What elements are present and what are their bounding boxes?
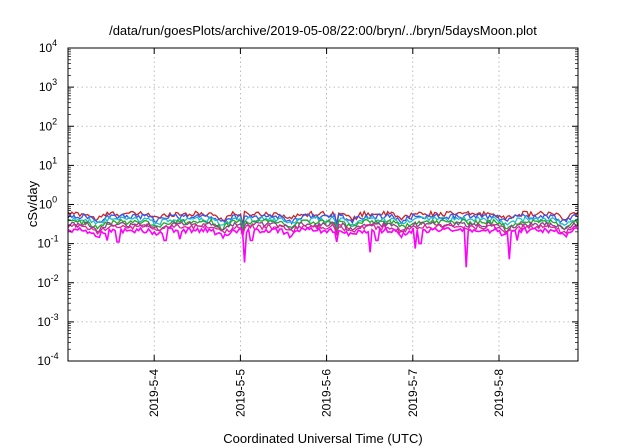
y-tick-label: 100 [39,195,57,212]
series-line [67,225,579,268]
x-tick-label: 2019-5-4 [147,369,161,417]
y-tick-label: 10-2 [37,273,58,290]
grid [68,48,578,361]
y-tick-label: 10-1 [37,234,58,251]
series-line [67,218,579,232]
y-axis-label: cSv/day [25,180,40,227]
series-group [67,209,579,268]
x-axis-label: Coordinated Universal Time (UTC) [223,431,422,446]
x-tick-label: 2019-5-8 [492,369,506,417]
y-tick-label: 10-3 [37,312,58,329]
y-tick-label: 10-4 [37,351,58,368]
y-tick-label: 102 [39,116,57,133]
x-tick-label: 2019-5-6 [320,369,334,417]
y-tick-label: 104 [39,38,57,55]
y-axis: 10-4 10-3 10-2 10-1 100 101 102 103 104 [37,38,578,368]
y-tick-label: 101 [39,155,57,172]
x-axis: 2019-5-4 2019-5-5 2019-5-6 2019-5-7 2019-5-8 [147,48,506,417]
x-tick-label: 2019-5-5 [233,369,247,417]
series-line [67,212,579,228]
series-line [67,222,579,237]
x-tick-label: 2019-5-7 [406,369,420,417]
chart-title: /data/run/goesPlots/archive/2019-05-08/2… [109,23,537,38]
y-tick-label: 103 [39,77,57,94]
